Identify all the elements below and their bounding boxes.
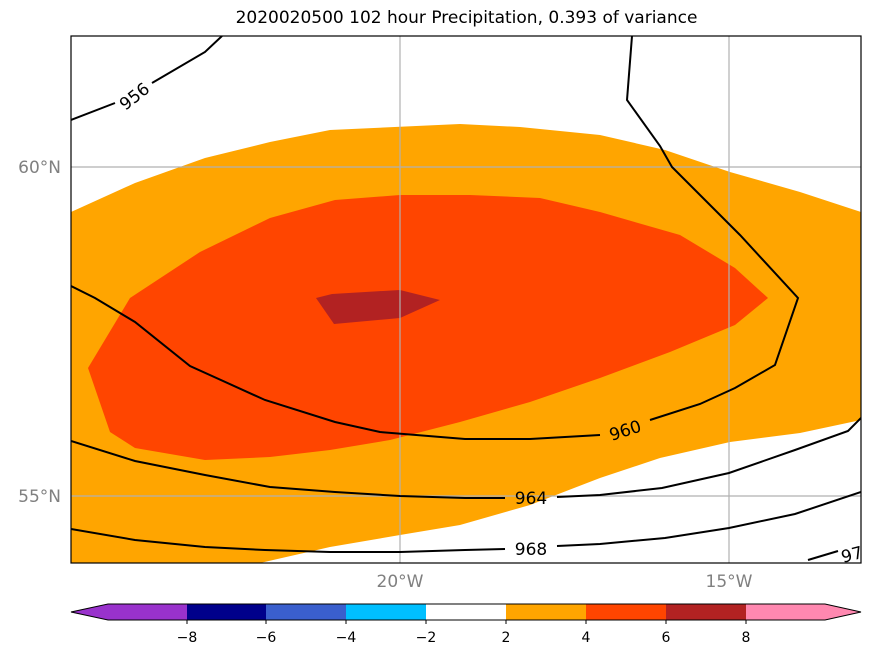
colorbar-bin: [506, 604, 586, 620]
lon-label-15w: 15°W: [706, 572, 753, 592]
colorbar-tick-label: −8: [177, 630, 198, 646]
colorbar-bin: [187, 604, 267, 620]
lat-label-60n: 60°N: [18, 158, 61, 178]
colorbar-tick-label: 2: [502, 630, 511, 646]
lat-label-55n: 55°N: [18, 487, 61, 507]
colorbar-bin: [346, 604, 426, 620]
colorbar-tick-label: 8: [742, 630, 751, 646]
colorbar-extend-max: [825, 604, 861, 620]
colorbar-bin: [586, 604, 666, 620]
colorbar: −8 −6 −4 −2 2 4 6 8: [70, 603, 862, 646]
precip-field-6-8: [316, 290, 440, 324]
colorbar-outline: [70, 603, 862, 621]
contour-964: [71, 417, 861, 499]
precip-field-4-6: [88, 195, 768, 460]
contour-label-956: 956: [116, 79, 154, 115]
contour-956: [71, 36, 223, 121]
map-frame: [70, 35, 862, 564]
contour-968: [71, 491, 861, 553]
contour-960: [71, 36, 800, 440]
contour-label-972: 97: [839, 543, 865, 568]
colorbar-tick-label: −4: [336, 630, 357, 646]
colorbar-bin: [426, 604, 506, 620]
colorbar-tick-label: −6: [256, 630, 277, 646]
map-area: 956 960 964 968 97: [71, 36, 865, 568]
colorbar-bin: [266, 604, 346, 620]
lon-label-20w: 20°W: [377, 572, 424, 592]
map-title: 2020020500 102 hour Precipitation, 0.393…: [235, 8, 698, 28]
gridlines: [71, 36, 861, 563]
colorbar-extend-min: [71, 604, 108, 620]
colorbar-tick-label: −2: [416, 630, 437, 646]
colorbar-tick-label: 4: [582, 630, 591, 646]
colorbar-bin: [746, 604, 826, 620]
contour-972: [807, 550, 839, 561]
colorbar-bin: [108, 604, 188, 620]
colorbar-bin: [666, 604, 746, 620]
colorbar-tick-label: 6: [662, 630, 671, 646]
pressure-contours: [71, 36, 861, 561]
contour-label-964: 964: [515, 489, 547, 509]
contour-label-968: 968: [515, 540, 547, 560]
